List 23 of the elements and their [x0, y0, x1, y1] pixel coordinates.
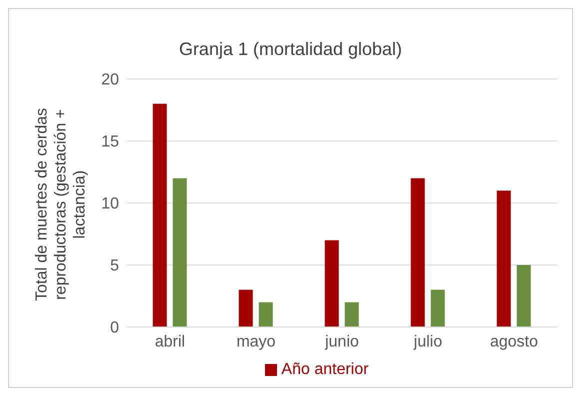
- bar: [324, 240, 339, 327]
- bar: [430, 290, 445, 327]
- bar: [496, 190, 511, 327]
- y-tick-label: 10: [101, 196, 120, 213]
- bar: [238, 290, 253, 327]
- y-tick-label: 5: [110, 258, 120, 275]
- y-tick-label: 20: [101, 72, 120, 89]
- bar: [516, 265, 531, 327]
- x-tick-label: mayo: [236, 333, 276, 350]
- bar: [410, 178, 425, 327]
- x-tick-label: julio: [412, 333, 442, 350]
- x-tick-label: abril: [154, 333, 186, 350]
- bar: [172, 178, 187, 327]
- x-tick-label: agosto: [490, 333, 538, 350]
- y-tick-label: 0: [110, 320, 120, 337]
- x-tick-label: junio: [324, 333, 359, 350]
- bar: [344, 302, 359, 327]
- y-tick-label: 15: [101, 134, 120, 151]
- y-axis-title: Total de muertes de cerdas reproductoras (gestación + lactancia): [32, 106, 90, 303]
- bar: [258, 302, 273, 327]
- bar: [152, 104, 167, 327]
- legend-label: Año anterior: [281, 361, 369, 378]
- chart-title: Granja 1 (mortalidad global): [178, 39, 404, 60]
